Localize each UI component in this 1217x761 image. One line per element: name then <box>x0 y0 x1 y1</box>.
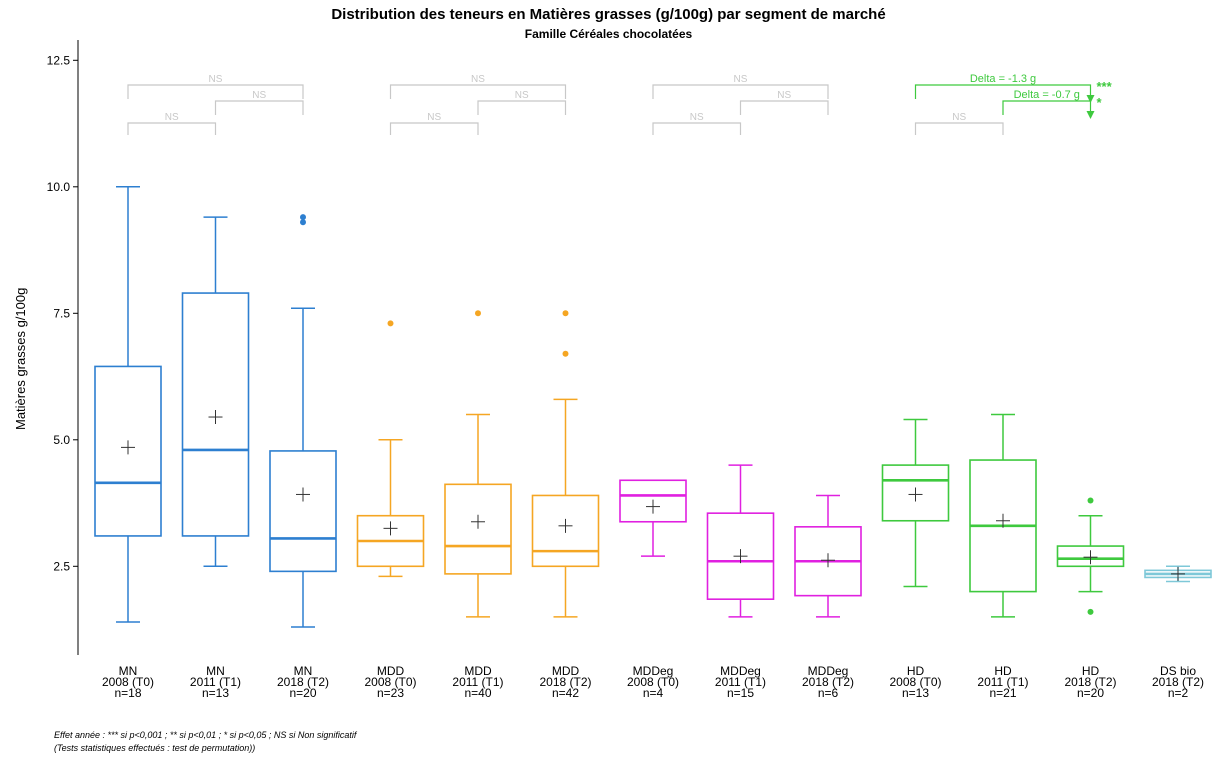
x-tick-label: 2011 (T1) <box>715 675 766 689</box>
x-tick-label: n=23 <box>377 686 404 700</box>
significance-stars: *** <box>1097 79 1113 94</box>
box-iqr <box>881 464 950 522</box>
x-tick-label: n=21 <box>989 686 1016 700</box>
x-tick-label: 2018 (T2) <box>539 675 591 689</box>
x-tick-label: n=15 <box>727 686 754 700</box>
outlier-point <box>300 214 306 221</box>
comparison-label: Delta = -0.7 g <box>1014 89 1080 101</box>
comparison-bracket <box>389 84 567 99</box>
x-tick-label: n=42 <box>552 686 579 700</box>
x-tick-label: MDDeg <box>633 664 674 678</box>
y-axis-label: Matières grasses g/100g <box>13 288 28 430</box>
comparison-bracket <box>477 100 567 115</box>
comparison-bracket <box>1002 100 1092 115</box>
outlier-point <box>387 320 394 327</box>
outlier-point <box>1087 608 1094 615</box>
x-tick-label: n=13 <box>202 686 229 700</box>
comparison-arrowhead <box>1086 111 1095 119</box>
outlier-point <box>475 310 481 317</box>
comparison-label: NS <box>690 112 704 123</box>
comparison-label: NS <box>209 74 223 85</box>
comparison-label: NS <box>777 90 791 101</box>
significance-stars: * <box>1097 95 1103 110</box>
x-tick-label: MDD <box>552 664 580 678</box>
x-tick-label: 2018 (T2) <box>802 675 854 689</box>
x-tick-label: n=2 <box>1168 686 1189 700</box>
comparison-label: NS <box>734 74 748 85</box>
x-tick-label: MN <box>206 664 225 678</box>
x-tick-label: n=20 <box>1077 686 1104 700</box>
chart-subtitle: Famille Céréales chocolatées <box>524 27 693 41</box>
comparison-bracket <box>214 100 304 115</box>
comparison-bracket <box>127 122 217 135</box>
comparison-label: NS <box>952 112 966 123</box>
x-tick-label: MDD <box>377 664 405 678</box>
comparison-label: NS <box>515 90 529 101</box>
x-tick-label: MDDeg <box>720 664 761 678</box>
y-tick-label: 10.0 <box>47 180 71 194</box>
box-iqr <box>1056 545 1125 568</box>
outlier-point <box>300 219 306 226</box>
x-tick-label: MN <box>294 664 313 678</box>
comparison-label: NS <box>471 74 485 85</box>
footnote-method: (Tests statistiques effectués : test de … <box>54 743 256 753</box>
comparison-label: Delta = -1.3 g <box>970 73 1036 85</box>
comparison-bracket <box>914 122 1004 135</box>
comparison-label: NS <box>165 112 179 123</box>
comparison-bracket <box>127 84 304 99</box>
x-tick-label: n=40 <box>464 686 491 700</box>
comparison-bracket <box>914 84 1092 99</box>
x-tick-label: MDDeg <box>808 664 849 678</box>
chart-title: Distribution des teneurs en Matières gra… <box>331 6 886 23</box>
boxplot-chart: 2.5 5.0 7.5 10.0 12.5 Matières grasses g/100g… <box>13 40 1212 700</box>
x-tick-label: HD <box>994 664 1012 678</box>
x-tick-label: 2008 (T0) <box>102 675 154 689</box>
x-tick-label: n=6 <box>818 686 839 700</box>
outlier-point <box>1087 497 1094 504</box>
box-iqr <box>94 365 162 537</box>
comparison-arrowhead <box>1086 95 1095 103</box>
x-tick-label: n=4 <box>643 686 664 700</box>
box-iqr <box>181 292 250 537</box>
comparison-bracket <box>652 84 829 99</box>
x-tick-label: DS bio <box>1160 664 1196 678</box>
box-iqr <box>444 483 512 575</box>
x-tick-label: 2011 (T1) <box>190 675 241 689</box>
comparison-label: NS <box>427 112 441 123</box>
x-tick-label: 2011 (T1) <box>977 675 1028 689</box>
x-tick-label: 2011 (T1) <box>452 675 503 689</box>
x-tick-label: HD <box>907 664 925 678</box>
outlier-point <box>562 350 569 357</box>
x-tick-label: 2018 (T2) <box>1064 675 1116 689</box>
x-tick-label: HD <box>1082 664 1100 678</box>
box-iqr <box>269 450 337 573</box>
box-iqr <box>706 512 775 600</box>
x-tick-label: n=13 <box>902 686 929 700</box>
x-tick-label: 2008 (T0) <box>364 675 416 689</box>
comparison-bracket <box>739 100 829 115</box>
x-tick-label: n=20 <box>289 686 316 700</box>
comparison-bracket <box>389 122 479 135</box>
comparison-label: NS <box>252 90 266 101</box>
x-tick-label: 2008 (T0) <box>889 675 941 689</box>
y-tick-label: 2.5 <box>53 559 70 573</box>
footnote-legend: Effet année : *** si p<0,001 ; ** si p<0… <box>54 730 357 740</box>
x-tick-label: MN <box>119 664 138 678</box>
x-tick-label: 2018 (T2) <box>277 675 329 689</box>
x-tick-label: MDD <box>464 664 492 678</box>
box-iqr <box>531 494 600 568</box>
x-tick-label: 2018 (T2) <box>1152 675 1204 689</box>
x-tick-label: n=18 <box>114 686 141 700</box>
y-tick-label: 7.5 <box>53 306 70 320</box>
comparison-bracket <box>652 122 742 135</box>
y-tick-label: 12.5 <box>47 53 71 67</box>
x-tick-label: 2008 (T0) <box>627 675 679 689</box>
box-iqr <box>619 479 687 523</box>
y-tick-label: 5.0 <box>53 433 70 447</box>
outlier-point <box>562 310 569 317</box>
